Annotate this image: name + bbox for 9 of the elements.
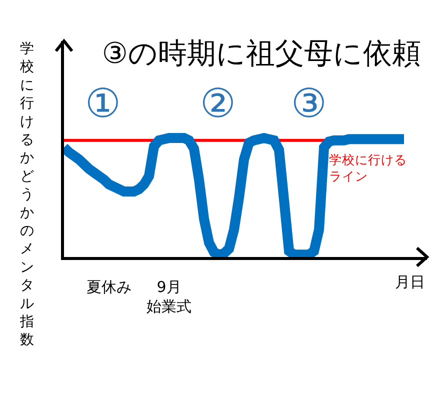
x-tick-label: 夏休み bbox=[86, 278, 132, 296]
text: ① bbox=[85, 81, 121, 127]
ref-line-label: 学校に行けるライン bbox=[329, 152, 407, 184]
x-axis-title: 月日 bbox=[395, 273, 425, 291]
x-tick-label: 9月始業式 bbox=[146, 278, 192, 316]
chart-title: ③の時期に祖父母に依頼 bbox=[102, 36, 421, 70]
text: 学校に行けるかどうかのメンタル指数 bbox=[20, 41, 34, 348]
text: ③ bbox=[291, 81, 327, 127]
text: ② bbox=[200, 81, 236, 127]
